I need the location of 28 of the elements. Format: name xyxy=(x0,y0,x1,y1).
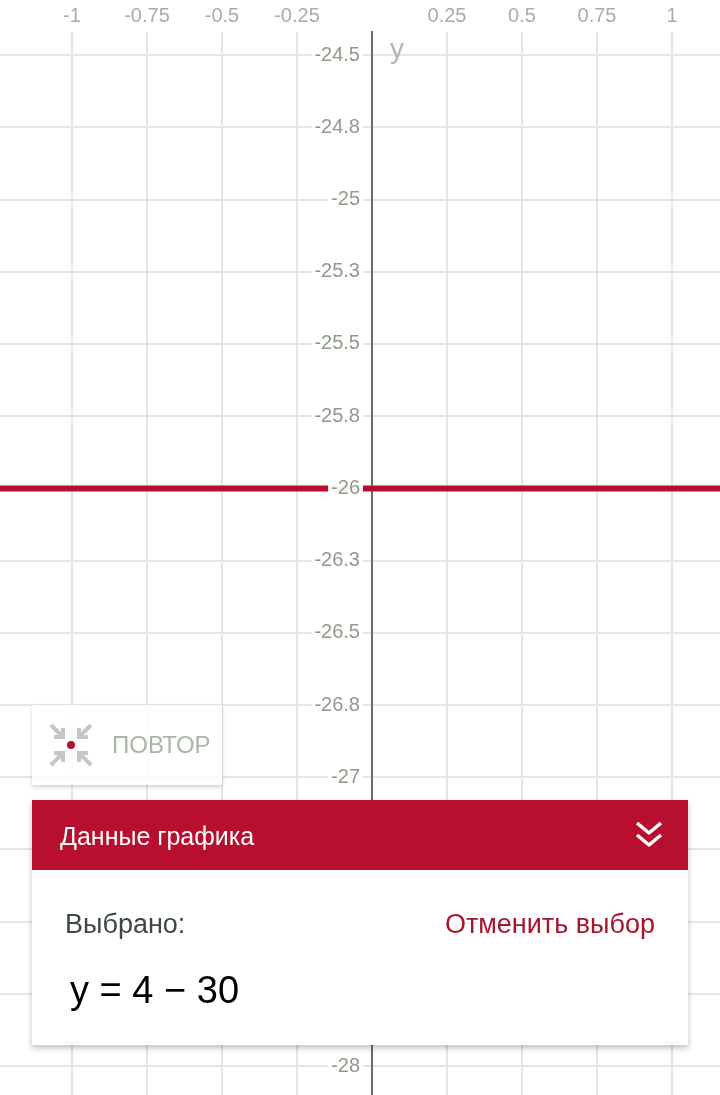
x-tick-label: -1 xyxy=(63,3,81,26)
annotation: ПОВТОР xyxy=(112,731,211,759)
panel-header: Данные графика xyxy=(32,800,688,870)
annotation: Данные графика xyxy=(60,822,255,850)
x-tick-label: 0.75 xyxy=(577,3,617,26)
y-tick-label: -25.8 xyxy=(314,403,360,426)
reset-button: ПОВТОР xyxy=(32,705,222,785)
y-tick-label: -27 xyxy=(331,764,360,787)
y-tick-label: -24.5 xyxy=(314,42,360,65)
x-tick-label: -0.5 xyxy=(204,3,240,26)
y-axis-title: y xyxy=(390,32,404,64)
y-tick-label: -26.5 xyxy=(314,620,360,643)
y-tick-label: -28 xyxy=(331,1053,360,1076)
y-tick-label: -25.5 xyxy=(314,331,360,354)
annotation: Выбрано: xyxy=(65,908,186,940)
x-tick-label: -0.75 xyxy=(124,3,170,26)
x-tick-label: 1 xyxy=(666,3,678,26)
annotation: y = 4 − 30 xyxy=(70,968,240,1012)
y-tick-label: -25.3 xyxy=(314,259,360,282)
y-tick-label: -24.8 xyxy=(314,114,360,137)
x-tick-label: 0.25 xyxy=(427,3,467,26)
y-tick-label: -26.3 xyxy=(314,548,360,571)
x-tick-label: 0.5 xyxy=(508,3,536,26)
x-tick-label: -0.25 xyxy=(274,3,320,26)
y-tick-label: -26 xyxy=(331,475,360,498)
y-tick-label: -25 xyxy=(331,187,360,210)
annotation: Отменить выбор xyxy=(444,908,655,940)
y-tick-label: -26.8 xyxy=(314,692,360,715)
